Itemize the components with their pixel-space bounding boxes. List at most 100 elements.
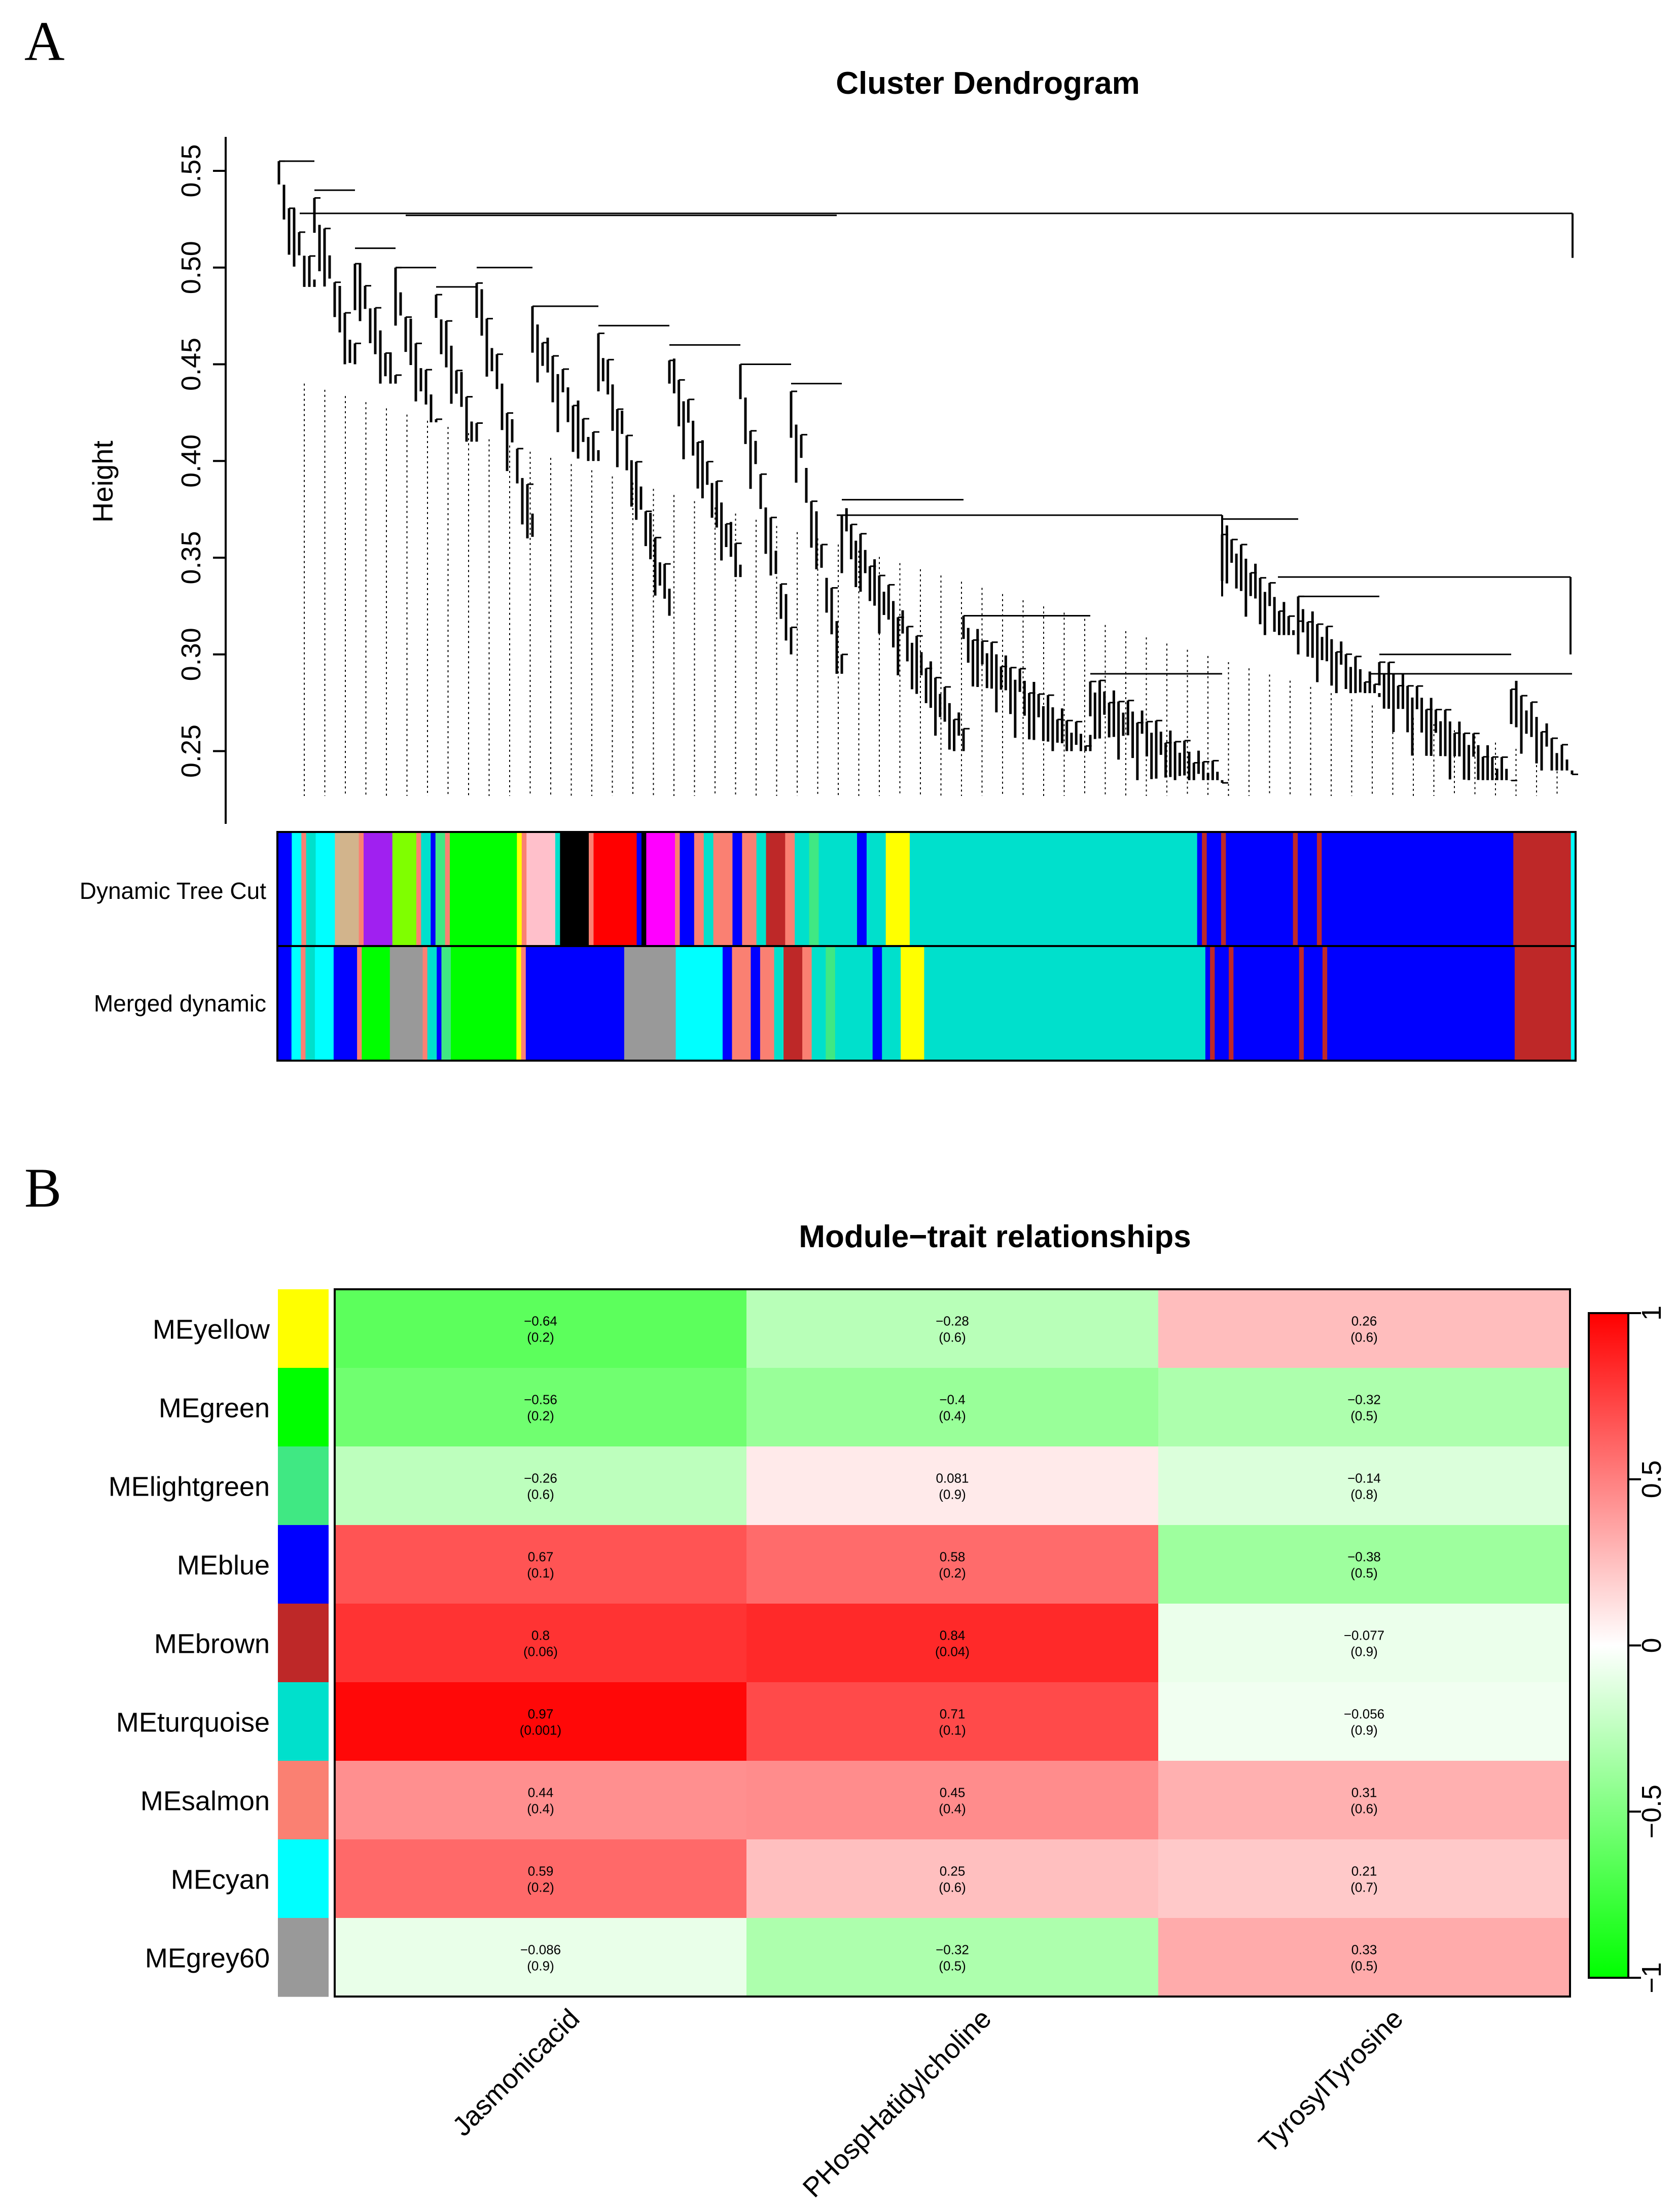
heatmap-column-label: PHospHatidylcholine <box>797 2003 997 2203</box>
module-color-segment <box>357 946 362 1061</box>
module-color-segment <box>521 832 527 946</box>
y-tick-label: 0.55 <box>176 144 206 197</box>
cell-correlation: 0.58 <box>940 1549 966 1565</box>
colorbar-tick-label: 1 <box>1636 1306 1667 1321</box>
module-color-segment <box>1197 832 1202 946</box>
heatmap-cell <box>1158 1604 1571 1683</box>
heatmap-cell <box>335 1761 747 1840</box>
module-color-segment <box>306 832 316 946</box>
module-color-segment <box>732 832 742 946</box>
heatmap-cell <box>746 1839 1159 1918</box>
heatmap-cell <box>335 1839 747 1918</box>
module-color-segment <box>857 832 867 946</box>
module-color-segment <box>517 832 522 946</box>
module-color-segment <box>722 946 733 1061</box>
module-color-segment <box>1322 946 1328 1061</box>
y-tick-label: 0.45 <box>176 338 206 391</box>
cell-correlation: 0.97 <box>528 1707 554 1722</box>
module-color-segment <box>826 946 836 1061</box>
module-color-segment <box>646 832 675 946</box>
module-color-segment <box>416 832 421 946</box>
color-row-label-merged: Merged dynamic <box>94 990 266 1017</box>
module-color-segment <box>641 832 647 946</box>
module-color-segment <box>1298 832 1317 946</box>
module-color-segment <box>751 946 761 1061</box>
module-color-segment <box>713 832 733 946</box>
cell-p-value: (0.6) <box>527 1487 554 1502</box>
dendrogram-title: Cluster Dendrogram <box>836 66 1139 101</box>
module-color-segment <box>1233 946 1300 1061</box>
module-color-segment <box>675 832 681 946</box>
cell-correlation: −0.086 <box>520 1942 561 1957</box>
module-color-segment <box>783 946 803 1061</box>
module-color-segment <box>1316 832 1322 946</box>
cell-p-value: (0.8) <box>1350 1487 1377 1502</box>
cell-correlation: 0.59 <box>528 1864 554 1879</box>
module-color-segment <box>422 946 428 1061</box>
module-color-segment <box>525 946 625 1061</box>
heatmap-cell <box>746 1682 1159 1761</box>
cell-correlation: −0.26 <box>524 1471 557 1486</box>
heatmap-cell <box>335 1918 747 1997</box>
cell-correlation: 0.25 <box>940 1864 966 1879</box>
colorbar <box>1588 1312 1629 1979</box>
module-swatch <box>278 1525 329 1604</box>
module-color-segment <box>435 832 446 946</box>
cell-p-value: (0.06) <box>523 1644 558 1659</box>
cell-p-value: (0.5) <box>939 1959 966 1974</box>
module-color-segment <box>291 946 301 1061</box>
cell-p-value: (0.1) <box>527 1566 554 1581</box>
heatmap-column-label: Jasmonicacid <box>447 2003 586 2142</box>
module-color-segment <box>389 946 423 1061</box>
heatmap-cell <box>746 1289 1159 1368</box>
cell-p-value: (0.1) <box>939 1723 966 1738</box>
module-color-segment <box>305 946 315 1061</box>
heatmap-cell <box>1158 1525 1571 1604</box>
module-color-segment <box>437 946 442 1061</box>
cell-correlation: −0.4 <box>939 1392 965 1407</box>
cell-correlation: −0.056 <box>1344 1707 1384 1722</box>
module-color-segment <box>1210 946 1215 1061</box>
module-color-segment <box>1327 946 1515 1061</box>
heatmap-row-label: MElightgreen <box>109 1472 270 1502</box>
module-color-segment <box>1513 832 1572 946</box>
module-color-segment <box>866 832 886 946</box>
heatmap-cell <box>1158 1839 1571 1918</box>
module-color-segment <box>1293 832 1298 946</box>
color-row-label-dynamic: Dynamic Tree Cut <box>80 878 266 904</box>
cell-p-value: (0.04) <box>935 1644 970 1659</box>
merged-dynamic-bar <box>277 946 1576 1061</box>
colorbar-ticks: 1 0.5 0 −0.5 −1 <box>1628 1306 1667 1993</box>
module-color-segment <box>1206 832 1222 946</box>
module-color-segment <box>441 946 451 1061</box>
heatmap-title: Module−trait relationships <box>799 1219 1191 1254</box>
dendrogram-y-ticks: 0.25 0.30 0.35 0.40 0.45 0.50 0.55 <box>176 144 226 778</box>
heatmap-cell <box>335 1525 747 1604</box>
cell-correlation: −0.14 <box>1347 1471 1381 1486</box>
heatmap-cell <box>746 1446 1159 1526</box>
heatmap-cell <box>746 1761 1159 1840</box>
module-color-segment <box>675 946 723 1061</box>
colorbar-tick-label: −0.5 <box>1636 1785 1667 1839</box>
cell-p-value: (0.9) <box>939 1487 966 1502</box>
cell-correlation: −0.28 <box>936 1314 969 1329</box>
cell-correlation: 0.26 <box>1351 1314 1377 1329</box>
module-swatch <box>278 1839 329 1918</box>
heatmap-cell <box>1158 1682 1571 1761</box>
module-color-segment <box>766 832 786 946</box>
y-tick-label: 0.50 <box>176 241 206 294</box>
heatmap-cell <box>1158 1368 1571 1447</box>
cell-p-value: (0.9) <box>1350 1644 1377 1659</box>
module-color-segment <box>909 832 1198 946</box>
module-color-segment <box>732 946 752 1061</box>
cell-correlation: −0.32 <box>936 1942 969 1957</box>
cell-p-value: (0.4) <box>527 1801 554 1817</box>
dendrogram-y-label: Height <box>87 441 119 523</box>
heatmap-row-label: MEyellow <box>153 1315 270 1345</box>
module-color-segment <box>277 832 292 946</box>
module-color-segment <box>431 832 436 946</box>
module-color-segment <box>421 832 431 946</box>
cell-p-value: (0.2) <box>527 1330 554 1345</box>
module-color-segment <box>1299 946 1304 1061</box>
cell-correlation: 0.33 <box>1351 1942 1377 1957</box>
